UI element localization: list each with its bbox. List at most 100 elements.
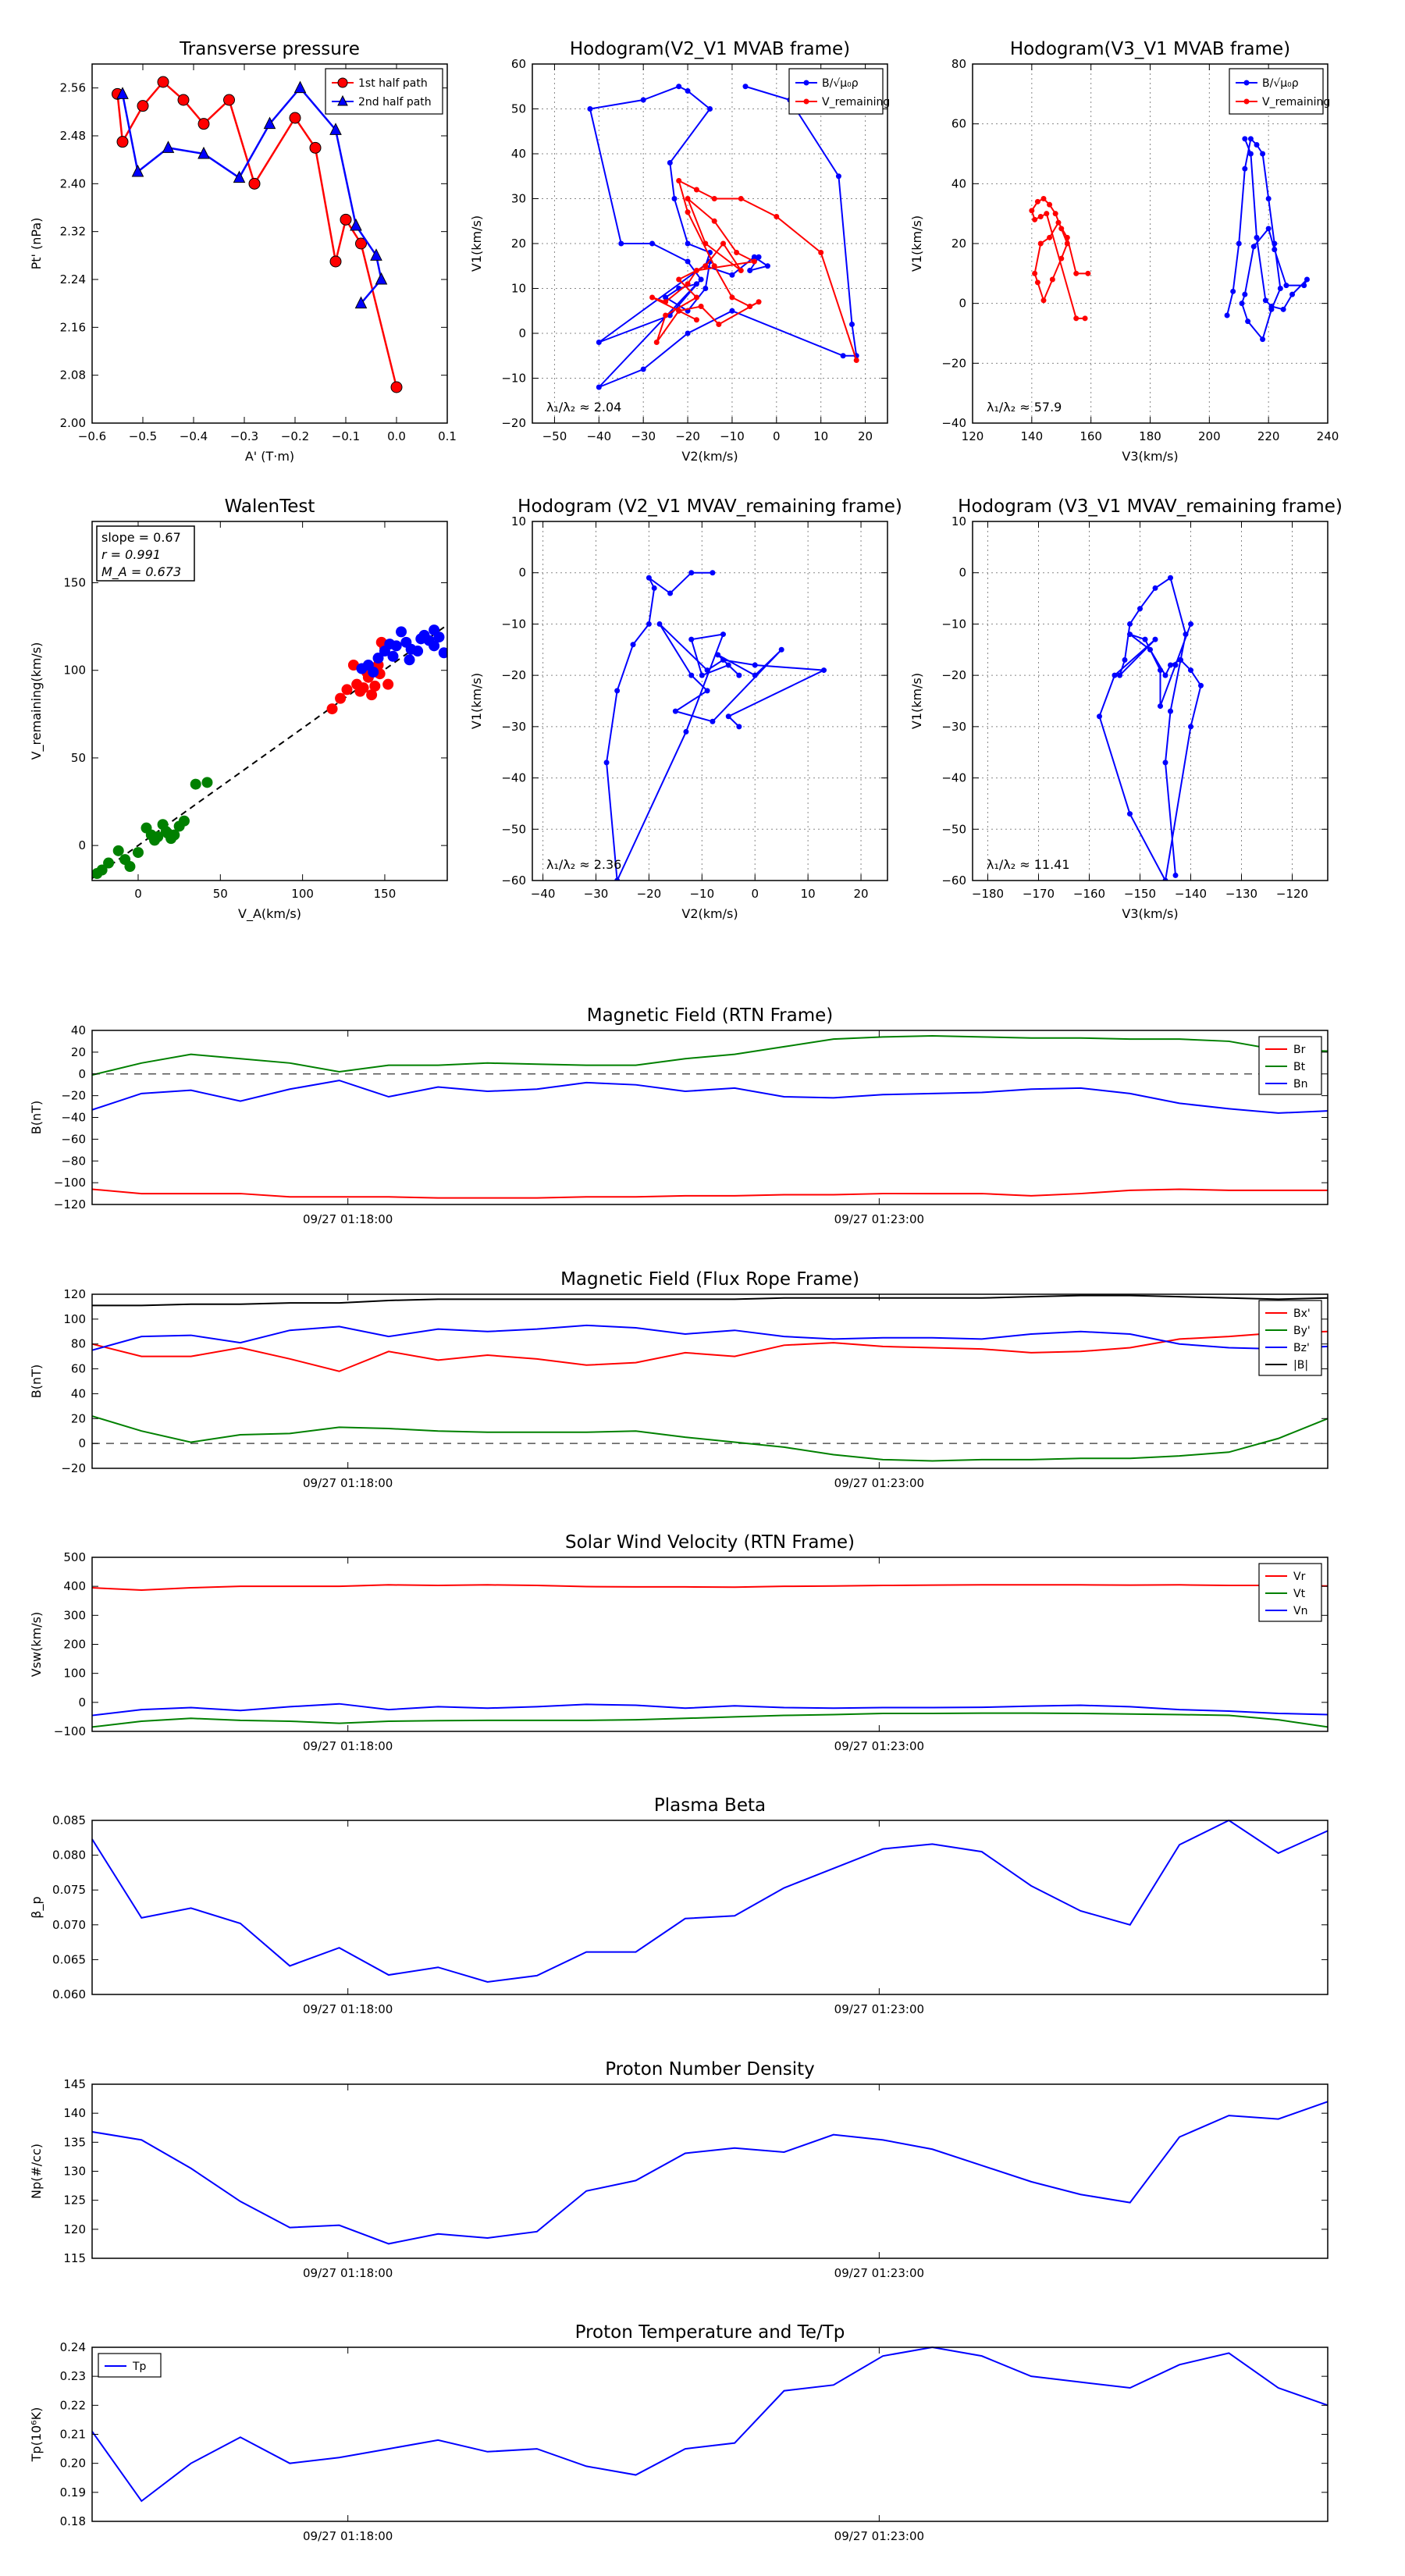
plot-area — [1097, 575, 1204, 881]
plot-background — [92, 1030, 1328, 1204]
data-point — [1137, 606, 1143, 612]
ratio-annotation: λ₁/λ₂ ≈ 2.04 — [546, 400, 621, 415]
y-tick-label: 20 — [71, 1045, 86, 1059]
data-point — [248, 177, 261, 190]
data-point — [738, 268, 744, 273]
y-tick-label: 30 — [511, 192, 526, 206]
data-point — [263, 116, 276, 130]
x-tick-label: −160 — [1073, 887, 1105, 901]
stats-box — [96, 525, 195, 582]
chart-magnetic-field-rtn: Magnetic Field (RTN Frame) −120 −100 −80 −60… — [29, 1005, 1329, 1226]
y-tick-label: −80 — [61, 1154, 86, 1168]
plot-background — [92, 2084, 1328, 2258]
series-line-0 — [606, 571, 827, 881]
data-point — [1254, 142, 1260, 148]
y-tick-label: 120 — [63, 1287, 86, 1301]
legend-box — [1229, 68, 1324, 115]
x-tick-label: 140 — [1021, 429, 1044, 443]
x-axis-label: V3(km/s) — [1122, 449, 1178, 464]
data-point — [688, 672, 695, 678]
x-tick-label: −30 — [584, 887, 609, 901]
series-line-|B| — [92, 1294, 1329, 1307]
x-tick-label: 09/27 01:18:00 — [303, 1739, 393, 1753]
x-tick-label: −130 — [1225, 887, 1257, 901]
data-point — [1122, 656, 1128, 663]
chart-title: Magnetic Field (RTN Frame) — [587, 1005, 834, 1026]
chart-proton-temperature: Proton Temperature and Te/Tp 0.18 0.19 0.20… — [29, 2322, 1329, 2543]
x-tick-label: 120 — [962, 429, 984, 443]
data-point — [618, 240, 624, 247]
y-tick-label: 50 — [511, 102, 526, 116]
plot-background — [92, 1294, 1328, 1468]
chart-title: Plasma Beta — [654, 1795, 766, 1816]
data-point — [685, 240, 691, 247]
x-tick-label: 200 — [1198, 429, 1221, 443]
y-axis-label: V_remaining(km/s) — [29, 642, 44, 760]
data-point — [729, 294, 735, 301]
scatter-point-green — [112, 845, 124, 856]
y-axis-label: Np(#/cc) — [29, 2144, 44, 2199]
data-point — [1152, 636, 1158, 642]
legend-label: V_remaining — [822, 96, 890, 109]
data-point — [233, 170, 246, 183]
plot-area — [112, 76, 403, 393]
data-point — [835, 173, 841, 180]
y-tick-label: 2.08 — [60, 368, 86, 382]
y-tick-label: −60 — [61, 1132, 86, 1146]
data-point — [1260, 151, 1266, 157]
data-point — [1283, 283, 1289, 289]
data-point — [1127, 811, 1133, 817]
data-point — [1168, 662, 1173, 668]
x-tick-label: 09/27 01:23:00 — [834, 1476, 924, 1490]
data-point — [1289, 291, 1295, 297]
y-tick-label: 125 — [63, 2194, 86, 2208]
legend-label: 2nd half path — [358, 96, 432, 109]
legend-label: V_remaining — [1262, 96, 1330, 109]
chart-hodogram-v3v1-mvav: Hodogram (V3_V1 MVAV_remaining frame) −18… — [909, 496, 1343, 921]
y-tick-label: −100 — [54, 1724, 86, 1738]
stats-r: r = 0.991 — [101, 547, 161, 562]
y-axis-label: Vsw(km/s) — [29, 1612, 44, 1677]
y-tick-label: −10 — [941, 617, 966, 631]
data-point — [1029, 208, 1035, 214]
y-tick-label: 80 — [71, 1337, 86, 1351]
y-tick-label: −40 — [501, 771, 526, 785]
axes-frame — [532, 521, 888, 881]
series-line-Tp — [91, 2346, 1329, 2503]
y-tick-label: 0.23 — [60, 2369, 86, 2383]
y-tick-label: 40 — [71, 1023, 86, 1037]
data-point — [1262, 297, 1268, 304]
data-point — [707, 106, 713, 112]
x-tick-label: 50 — [213, 887, 228, 901]
data-point — [752, 672, 758, 678]
legend-label: Bt — [1293, 1061, 1306, 1073]
y-tick-label: 2.16 — [60, 320, 86, 334]
data-point — [693, 294, 699, 301]
legend-label: Vn — [1293, 1605, 1307, 1617]
data-point — [752, 662, 758, 668]
data-point — [1239, 301, 1245, 307]
y-tick-label: 0.20 — [60, 2457, 86, 2471]
series-line-Vr — [91, 1584, 1329, 1591]
y-tick-label: −20 — [61, 1461, 86, 1475]
y-tick-label: −100 — [54, 1176, 86, 1190]
y-tick-label: 50 — [71, 751, 86, 765]
y-tick-label: 2.24 — [60, 272, 86, 286]
chart-hodogram-v2v1-mvav: Hodogram (V2_V1 MVAV_remaining frame) −40… — [469, 496, 902, 921]
chart-proton-number-density: Proton Number Density 115 120 125 130 135 140 1… — [29, 2059, 1329, 2280]
data-point — [725, 662, 731, 668]
scatter-point-green — [169, 829, 180, 841]
data-point — [751, 258, 757, 265]
legend-label: |B| — [1293, 1359, 1308, 1372]
y-tick-label: 40 — [71, 1386, 86, 1400]
chart-magnetic-field-flux-rope: Magnetic Field (Flux Rope Frame) −20 0 20 40… — [29, 1269, 1329, 1490]
chart-hodogram-v3v1-mvab: Hodogram(V3_V1 MVAB frame) 120 140 160 180 20… — [909, 39, 1339, 464]
axes-frame — [91, 2347, 1329, 2522]
legend-marker — [1243, 80, 1250, 86]
data-point — [116, 87, 129, 99]
data-point — [646, 621, 652, 627]
legend-label: B/√μ₀ρ — [1262, 77, 1299, 90]
data-point — [751, 254, 757, 260]
fit-line — [92, 624, 447, 880]
